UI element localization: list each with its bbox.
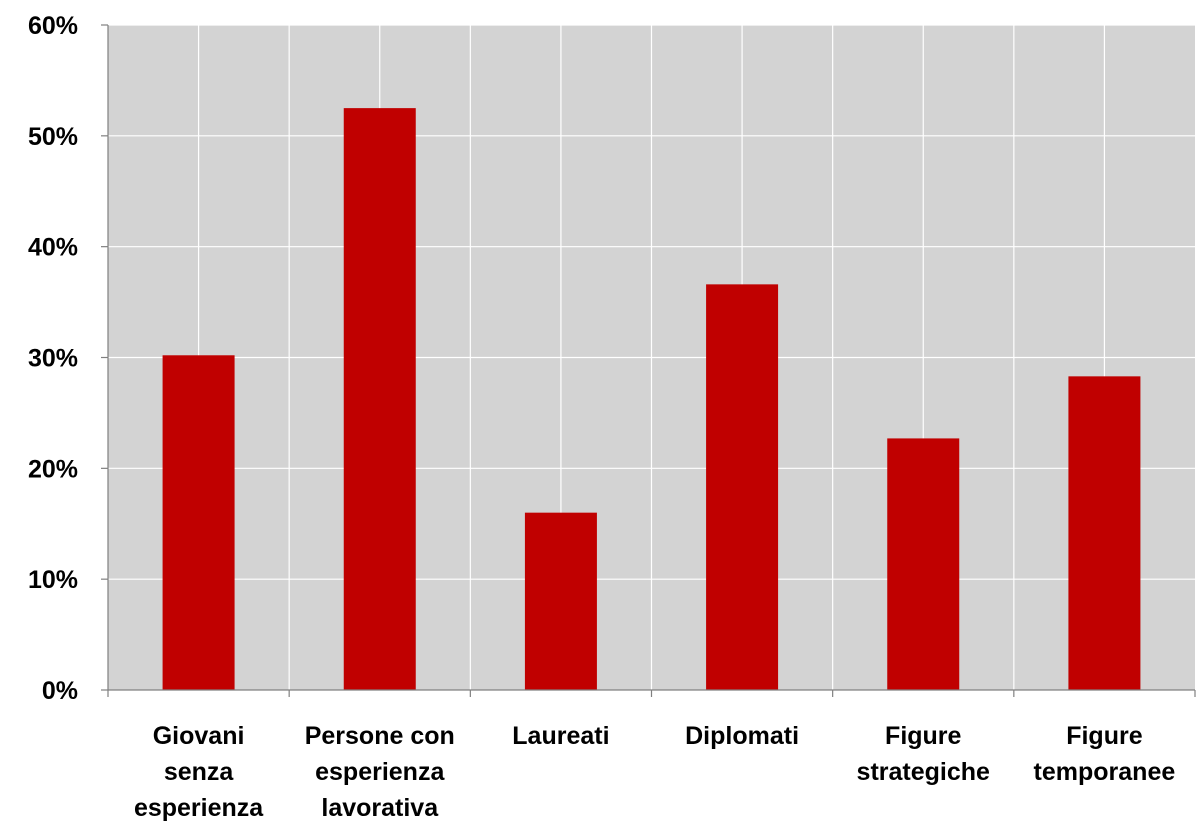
x-category-label-line: Figure (885, 722, 961, 750)
bar (343, 108, 416, 690)
bar (162, 355, 235, 690)
x-category-label: Diplomati (685, 722, 799, 750)
bar (524, 512, 597, 690)
x-category-label: Persone con esperienza lavorativa (305, 722, 455, 822)
y-tick-label: 10% (28, 566, 78, 594)
x-category-label-line: Giovani (153, 722, 245, 750)
bar (1068, 376, 1141, 690)
y-tick-label: 60% (28, 12, 78, 40)
axes (101, 24, 1196, 697)
y-axis-tick-labels: 0% 10% 20% 30% 40% 50% 60% (28, 12, 78, 705)
y-tick-label: 20% (28, 455, 78, 483)
x-axis-category-labels: Giovani senza esperienza Persone con esperie… (134, 722, 1175, 822)
x-category-label: Figure strategiche (857, 722, 990, 786)
x-category-label-line: lavorativa (321, 794, 439, 822)
x-category-label: Laureati (512, 722, 609, 750)
x-category-label: Figure temporanee (1034, 722, 1176, 786)
x-category-label-line: esperienza (315, 758, 445, 786)
x-category-label-line: esperienza (134, 794, 264, 822)
bar (706, 284, 779, 690)
y-tick-label: 0% (42, 677, 78, 705)
y-tick-label: 50% (28, 123, 78, 151)
x-category-label-line: Figure (1066, 722, 1142, 750)
bars (162, 108, 1141, 690)
x-category-label-line: Laureati (512, 722, 609, 750)
x-category-label-line: Persone con (305, 722, 455, 750)
x-category-label-line: strategiche (857, 758, 990, 786)
y-tick-label: 30% (28, 345, 78, 373)
x-category-label-line: temporanee (1034, 758, 1176, 786)
x-category-label-line: senza (164, 758, 235, 786)
x-category-label: Giovani senza esperienza (134, 722, 264, 822)
y-tick-label: 40% (28, 234, 78, 262)
bar (887, 438, 960, 690)
x-category-label-line: Diplomati (685, 722, 799, 750)
